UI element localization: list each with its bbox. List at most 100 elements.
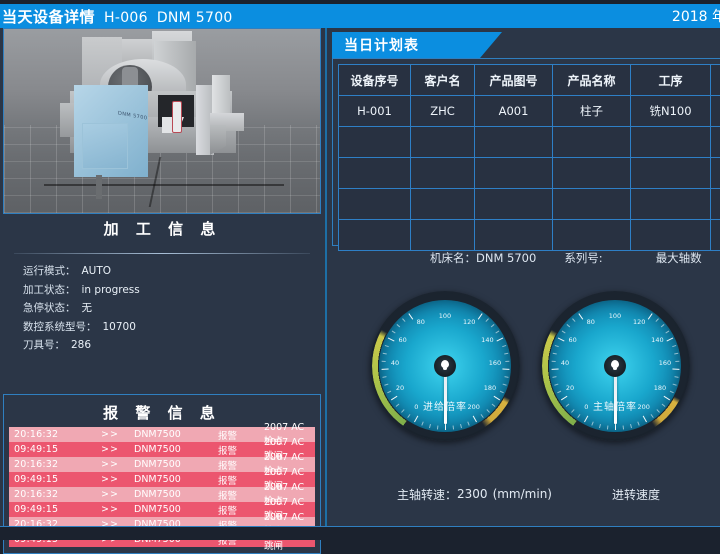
info-label: 急停状态： <box>23 299 76 318</box>
alarm-info-heading: 报 警 信 息 <box>4 402 320 423</box>
cell-extra <box>711 96 720 127</box>
machine-part-leg <box>96 175 102 199</box>
machine-axes-label: 最大轴数 <box>656 250 702 266</box>
alarm-device: DNM7500 <box>134 489 218 500</box>
cell-extra <box>711 127 720 158</box>
cell-customer <box>411 189 475 220</box>
cell-device-no <box>339 158 411 189</box>
alarm-type: 报警 <box>218 458 264 472</box>
table-row[interactable] <box>339 189 720 220</box>
gauge-tick-label: 180 <box>484 384 496 392</box>
machine-render-panel: DNM 5700 <box>3 28 321 214</box>
machine-name-label: 机床名： <box>430 250 476 266</box>
table-row[interactable]: H-001 ZHC A001 柱子 铣N100 <box>339 96 720 127</box>
cell-process: 铣N100 <box>631 96 711 127</box>
info-value: 286 <box>71 336 91 355</box>
cell-product-name <box>553 189 631 220</box>
info-label: 加工状态： <box>23 281 76 300</box>
gauge-tick-label: 60 <box>568 336 576 344</box>
alarm-device: DNM7500 <box>134 504 218 515</box>
gauge-tick-label: 140 <box>481 336 493 344</box>
column-header-device-no: 设备序号 <box>339 65 411 96</box>
gauge-tick-label: 180 <box>654 384 666 392</box>
column-header-extra <box>711 65 720 96</box>
device-model: DNM 5700 <box>157 10 233 26</box>
machine-part-cable <box>172 101 182 133</box>
info-value: AUTO <box>82 262 112 281</box>
table-row[interactable] <box>339 158 720 189</box>
cell-drawing-no <box>475 127 553 158</box>
device-detail-dashboard: 当天设备详情 H-006 DNM 5700 2018 年 <box>0 0 720 540</box>
info-row-cnc-model: 数控系统型号： 10700 <box>23 318 315 337</box>
gauge-hub <box>604 355 626 377</box>
tab-plan-table[interactable]: 当日计划表 <box>332 32 502 58</box>
alarm-arrow-icon: >> <box>86 474 134 485</box>
cell-drawing-no <box>475 158 553 189</box>
alarm-time: 09:49:15 <box>9 474 86 485</box>
alarm-time: 09:49:15 <box>9 504 86 515</box>
gauge-tick-label: 60 <box>398 336 406 344</box>
spindle-speed-value: 2300 <box>457 487 488 501</box>
info-value: 无 <box>82 299 93 318</box>
tab-plan-table-label: 当日计划表 <box>344 35 419 55</box>
column-header-process: 工序 <box>631 65 711 96</box>
table-row[interactable] <box>339 127 720 158</box>
processing-info-rows: 运行模式： AUTO 加工状态： in progress 急停状态： 无 数控系… <box>23 262 315 355</box>
info-row-run-mode: 运行模式： AUTO <box>23 262 315 281</box>
bottom-edge-strip <box>0 527 720 540</box>
cell-product-name <box>553 127 631 158</box>
alarm-arrow-icon: >> <box>86 429 134 440</box>
right-column: 当日计划表 设备序号 客户名 产品图号 产品名称 工序 <box>327 28 720 540</box>
gauge-label: 主轴倍率 <box>540 398 690 413</box>
machine-name-value: DNM 5700 <box>476 251 536 265</box>
cell-process <box>631 127 711 158</box>
machine-meta-row: 机床名： DNM 5700 系列号: 最大轴数 <box>327 243 720 273</box>
alarm-type: 报警 <box>218 428 264 442</box>
gauge-tick-label: 20 <box>396 384 404 392</box>
feed-speed-label: 进转速度 <box>612 486 660 503</box>
gauge-tick-label: 80 <box>417 318 425 326</box>
alarm-time: 20:16:32 <box>9 489 86 500</box>
gauge-hub <box>434 355 456 377</box>
gauge-tick-label: 160 <box>659 359 671 367</box>
cell-device-no: H-001 <box>339 96 411 127</box>
spindle-speed-label: 主轴转速： <box>397 486 457 503</box>
alarm-device: DNM7500 <box>134 429 218 440</box>
info-row-process-status: 加工状态： in progress <box>23 281 315 300</box>
cell-device-no <box>339 189 411 220</box>
alarm-type: 报警 <box>218 488 264 502</box>
alarm-arrow-icon: >> <box>86 444 134 455</box>
cell-customer: ZHC <box>411 96 475 127</box>
column-header-drawing-no: 产品图号 <box>475 65 553 96</box>
gauge-label: 进给倍率 <box>370 398 520 413</box>
alarm-device: DNM7500 <box>134 474 218 485</box>
info-value: 10700 <box>103 318 136 337</box>
alarm-time: 20:16:32 <box>9 429 86 440</box>
processing-info-heading: 加 工 信 息 <box>0 218 325 239</box>
cell-product-name <box>553 158 631 189</box>
device-code: H-006 <box>104 10 148 26</box>
cell-drawing-no <box>475 189 553 220</box>
cell-drawing-no: A001 <box>475 96 553 127</box>
gauge-tick-label: 20 <box>566 384 574 392</box>
floor-shadow-line <box>44 184 284 186</box>
column-header-product-name: 产品名称 <box>553 65 631 96</box>
alarm-type: 报警 <box>218 443 264 457</box>
cell-product-name: 柱子 <box>553 96 631 127</box>
gauge-tick-label: 80 <box>587 318 595 326</box>
header-left-group: 当天设备详情 H-006 DNM 5700 <box>0 6 233 27</box>
cell-extra <box>711 189 720 220</box>
info-label: 刀具号： <box>23 336 65 355</box>
readouts-row: 主轴转速： 2300 (mm/min) 进转速度 <box>327 480 720 508</box>
alarm-device: DNM7500 <box>134 459 218 470</box>
gauge-tick-label: 120 <box>463 318 475 326</box>
table-header-row: 设备序号 客户名 产品图号 产品名称 工序 <box>339 65 720 96</box>
gauge-tick-label: 100 <box>439 312 451 320</box>
info-value: in progress <box>82 281 140 300</box>
processing-info-divider <box>14 253 310 254</box>
machine-serial-label: 系列号: <box>564 250 602 266</box>
page-title: 当天设备详情 <box>2 6 95 27</box>
gauge-tick-label: 100 <box>609 312 621 320</box>
